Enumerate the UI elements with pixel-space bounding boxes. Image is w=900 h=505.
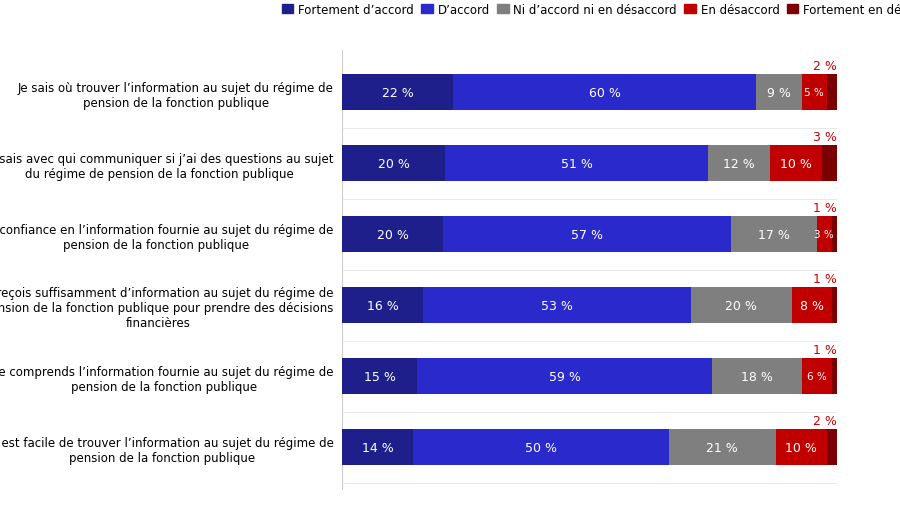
- Bar: [832, 217, 837, 252]
- Text: 22 %: 22 %: [382, 86, 413, 99]
- Bar: [802, 359, 832, 394]
- Bar: [822, 146, 837, 182]
- Text: 5 %: 5 %: [805, 88, 824, 98]
- Bar: [413, 430, 669, 465]
- Text: 6 %: 6 %: [807, 372, 827, 381]
- Text: 9 %: 9 %: [767, 86, 791, 99]
- Text: 12 %: 12 %: [724, 158, 755, 170]
- Text: 3 %: 3 %: [814, 230, 834, 240]
- Bar: [731, 217, 817, 252]
- Legend: Fortement d’accord, D’accord, Ni d’accord ni en désaccord, En désaccord, Forteme: Fortement d’accord, D’accord, Ni d’accor…: [277, 0, 900, 22]
- Bar: [342, 146, 446, 182]
- Text: 1 %: 1 %: [813, 272, 837, 285]
- Bar: [342, 75, 453, 111]
- Text: 18 %: 18 %: [741, 370, 773, 383]
- Bar: [802, 75, 827, 111]
- Text: 10 %: 10 %: [779, 158, 812, 170]
- Bar: [342, 359, 417, 394]
- Bar: [712, 359, 802, 394]
- Text: 60 %: 60 %: [589, 86, 621, 99]
- Bar: [443, 217, 731, 252]
- Text: 2 %: 2 %: [813, 414, 837, 427]
- Text: 14 %: 14 %: [362, 441, 393, 454]
- Text: 57 %: 57 %: [571, 228, 603, 241]
- Bar: [423, 288, 690, 323]
- Text: 50 %: 50 %: [525, 441, 557, 454]
- Bar: [417, 359, 712, 394]
- Text: 8 %: 8 %: [800, 299, 824, 312]
- Bar: [453, 75, 756, 111]
- Text: 59 %: 59 %: [549, 370, 580, 383]
- Bar: [756, 75, 802, 111]
- Text: 20 %: 20 %: [725, 299, 757, 312]
- Text: 53 %: 53 %: [541, 299, 572, 312]
- Bar: [708, 146, 770, 182]
- Bar: [342, 217, 443, 252]
- Text: 2 %: 2 %: [813, 60, 837, 72]
- Bar: [832, 359, 837, 394]
- Bar: [791, 288, 832, 323]
- Text: 10 %: 10 %: [786, 441, 817, 454]
- Bar: [770, 146, 822, 182]
- Text: 51 %: 51 %: [561, 158, 592, 170]
- Bar: [776, 430, 827, 465]
- Bar: [817, 217, 832, 252]
- Text: 15 %: 15 %: [364, 370, 395, 383]
- Bar: [827, 430, 837, 465]
- Bar: [690, 288, 791, 323]
- Text: 20 %: 20 %: [378, 158, 410, 170]
- Bar: [832, 288, 837, 323]
- Bar: [342, 430, 413, 465]
- Bar: [669, 430, 776, 465]
- Bar: [342, 288, 423, 323]
- Bar: [827, 75, 837, 111]
- Text: 21 %: 21 %: [706, 441, 738, 454]
- Bar: [446, 146, 708, 182]
- Text: 20 %: 20 %: [376, 228, 409, 241]
- Text: 16 %: 16 %: [366, 299, 399, 312]
- Text: 17 %: 17 %: [758, 228, 790, 241]
- Text: 3 %: 3 %: [813, 130, 837, 143]
- Text: 1 %: 1 %: [813, 343, 837, 356]
- Text: 1 %: 1 %: [813, 201, 837, 214]
